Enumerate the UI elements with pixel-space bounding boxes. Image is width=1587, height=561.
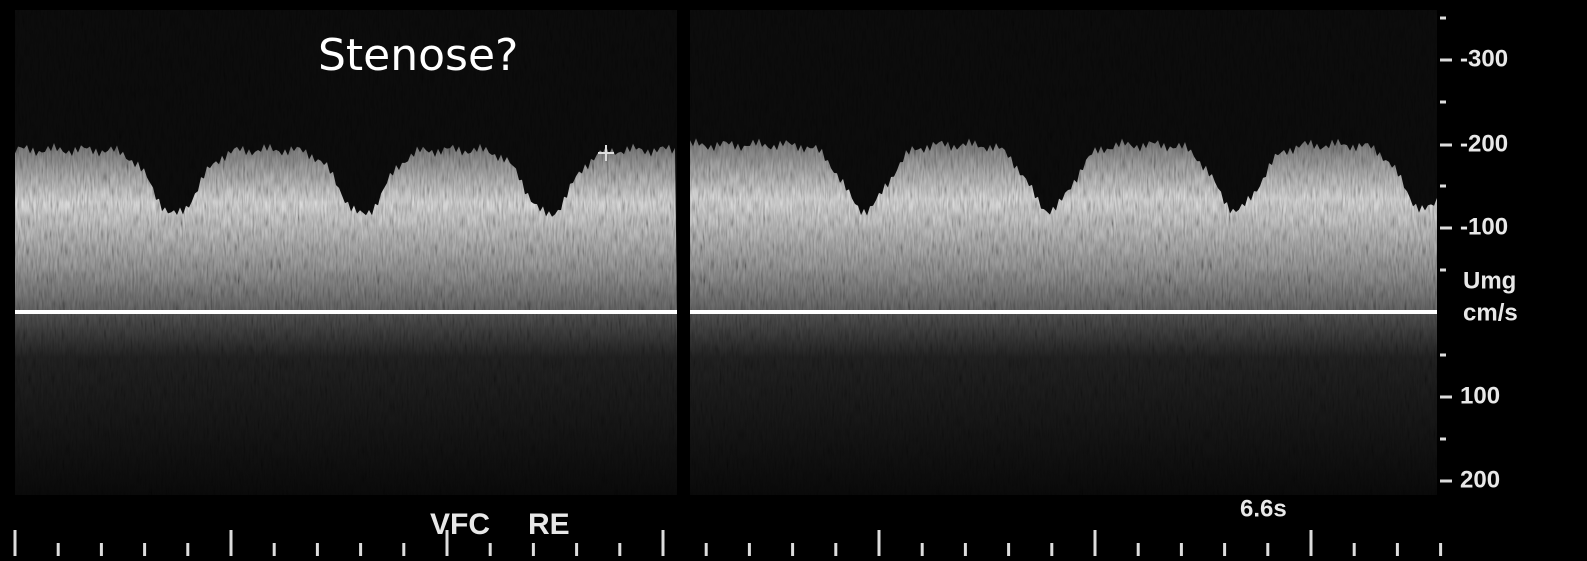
velocity-scale: -300 -200 -100 100 200 [1440, 16, 1508, 493]
unit-label: cm/s [1463, 299, 1518, 326]
scale-label: -200 [1460, 130, 1508, 157]
speckle [15, 10, 1437, 495]
crosshair [598, 145, 614, 161]
time-ruler [13, 530, 1443, 556]
title: Stenose? [318, 30, 518, 81]
scale-label: 100 [1460, 382, 1500, 409]
scale-label: -100 [1460, 213, 1508, 240]
scale-label: 200 [1460, 466, 1500, 493]
time-label: 6.6s [1240, 495, 1287, 522]
footer-label: RE [528, 508, 570, 541]
unit-label: Umg [1463, 267, 1516, 294]
scale-label: -300 [1460, 45, 1508, 72]
footer-label: VFC [430, 508, 490, 541]
